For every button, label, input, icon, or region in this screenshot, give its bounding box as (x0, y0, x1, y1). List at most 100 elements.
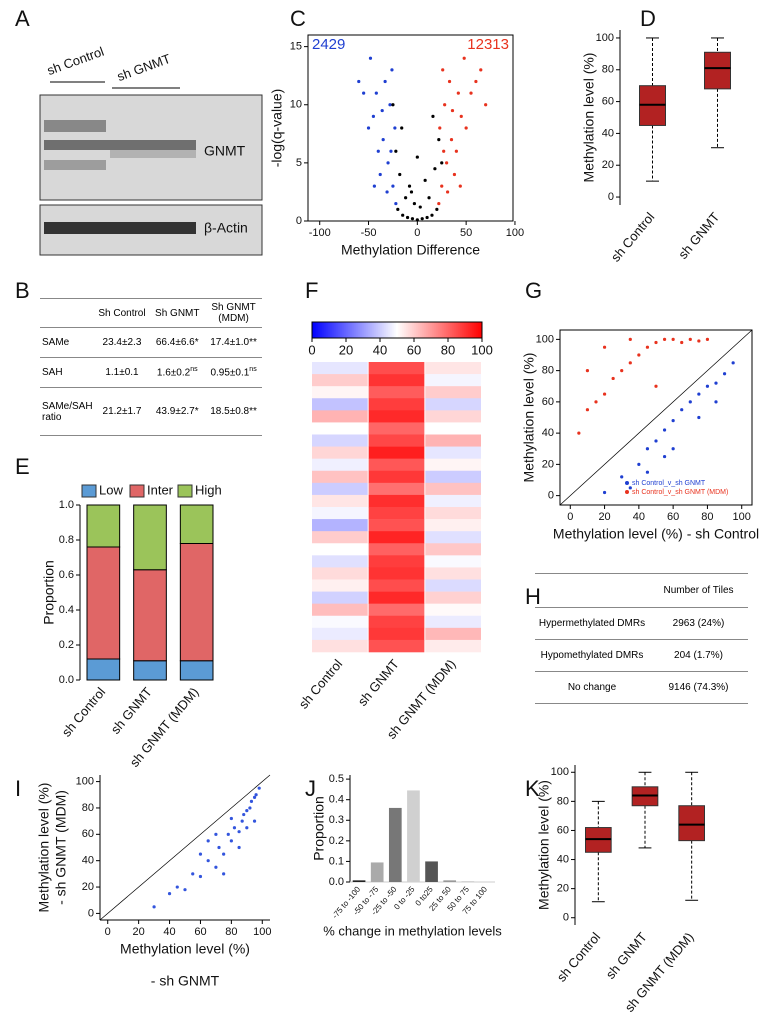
heatmap-cell (368, 615, 425, 629)
data-point (420, 217, 424, 221)
data-point (222, 872, 226, 876)
data-point (645, 447, 650, 451)
x-tick-label: sh GNMT (355, 656, 402, 708)
heatmap-cell (368, 555, 425, 568)
heatmap-cell (425, 531, 481, 544)
heatmap-cell (425, 567, 481, 580)
y-tick-label: 60 (557, 824, 569, 836)
heatmap-cell (312, 591, 368, 604)
y-axis-label: Methylation level (%) (36, 783, 52, 913)
y-tick-label: 40 (602, 127, 614, 139)
data-point (390, 68, 394, 72)
heatmap-cell (368, 386, 425, 399)
y-tick-label: 0.1 (329, 855, 344, 867)
y-axis-label: Methylation level (%) (521, 353, 537, 483)
x-tick-label: 20 (133, 926, 145, 938)
data-point (254, 793, 258, 797)
cell-value: 21.2±1.7 (102, 406, 142, 417)
y-tick-label: 60 (82, 828, 94, 840)
data-point (371, 114, 376, 118)
data-point (645, 345, 650, 349)
x-tick-label: 100 (253, 926, 271, 938)
heatmap-cell (368, 531, 425, 544)
y-axis-label: Proportion (41, 560, 57, 625)
cell-value: 0.95±0.1 (210, 367, 250, 379)
data-point (628, 486, 632, 490)
data-point (362, 91, 366, 95)
y-axis-label: - sh GNMT (MDM) (53, 790, 69, 905)
data-point (206, 859, 210, 863)
heatmap-cell (425, 374, 481, 387)
data-point (376, 149, 380, 153)
y-tick-label: 20 (557, 883, 569, 895)
table-column-header: Number of Tiles (649, 573, 748, 608)
data-point (232, 826, 237, 830)
data-point (628, 337, 632, 341)
blot-group-label: sh GNMT (115, 51, 172, 84)
x-tick-label: 0 (105, 926, 111, 938)
data-point (198, 852, 203, 856)
data-point (380, 108, 384, 113)
data-point (611, 376, 615, 381)
cell-value: 43.9±2.7* (155, 406, 199, 417)
data-point (415, 218, 419, 222)
colorbar-tick-label: 20 (339, 342, 353, 357)
data-point (456, 91, 460, 95)
data-point (357, 79, 361, 84)
western-blot: sh Control sh GNMT GNMT β-Actin (39, 44, 263, 256)
cell-significance: ns (190, 366, 198, 374)
data-point (697, 339, 701, 343)
data-point (249, 799, 254, 803)
y-tick-label: 0 (88, 907, 94, 919)
y-tick-label: 40 (542, 427, 554, 439)
data-point (393, 126, 397, 130)
heatmap-cell (368, 446, 425, 459)
heatmap-cell (368, 507, 425, 520)
table-corner (535, 573, 649, 608)
table-row: Hypomethylated DMRs 204 (1.7%) (535, 639, 748, 672)
data-point (440, 184, 444, 188)
data-point (394, 149, 398, 153)
x-axis-label: Methylation level (%) (120, 941, 250, 957)
heatmap-cell (368, 567, 425, 580)
table-column-header: Sh GNMT (149, 298, 206, 328)
x-axis-label: Methylation level (%) - sh Control (553, 526, 759, 542)
data-point (697, 415, 701, 420)
heatmap-cell (368, 374, 425, 387)
heatmap-cell (425, 398, 481, 411)
table-cell: 18.5±0.8** (205, 387, 262, 436)
data-point (628, 361, 632, 365)
data-point (447, 79, 452, 84)
data-point (252, 819, 257, 823)
data-point (378, 172, 382, 177)
heatmap-cell (368, 519, 425, 532)
data-point (152, 905, 156, 909)
heatmap-cell (368, 398, 425, 411)
table-row-label: Hypermethylated DMRs (535, 607, 649, 640)
x-tick-label: -50 (361, 227, 377, 239)
data-point (602, 345, 607, 349)
data-point (637, 353, 641, 357)
x-tick-label: 100 (506, 227, 524, 239)
data-point (383, 79, 387, 84)
data-point (437, 138, 441, 142)
data-point (412, 201, 417, 206)
heatmap-cell (425, 434, 481, 447)
y-axis-label: Methylation level (%) (536, 780, 552, 910)
cell-value: 66.4±6.6* (155, 337, 199, 348)
x-tick-label: 80 (701, 511, 713, 523)
data-point (654, 340, 658, 345)
table-row: SAMe/SAH ratio 21.2±1.7 43.9±2.7* 18.5±0.8*… (40, 387, 262, 436)
bar-segment (179, 543, 214, 662)
heatmap-cell (312, 422, 368, 435)
x-tick-label: 60 (667, 511, 679, 523)
heatmap-cell (312, 519, 368, 532)
y-tick-label: 100 (551, 766, 569, 778)
data-point (175, 885, 179, 889)
y-axis-label: Proportion (311, 796, 327, 861)
x-axis-label: - sh GNMT (151, 973, 220, 989)
data-point (368, 56, 373, 60)
data-point (167, 892, 172, 896)
blot-band (44, 222, 196, 234)
